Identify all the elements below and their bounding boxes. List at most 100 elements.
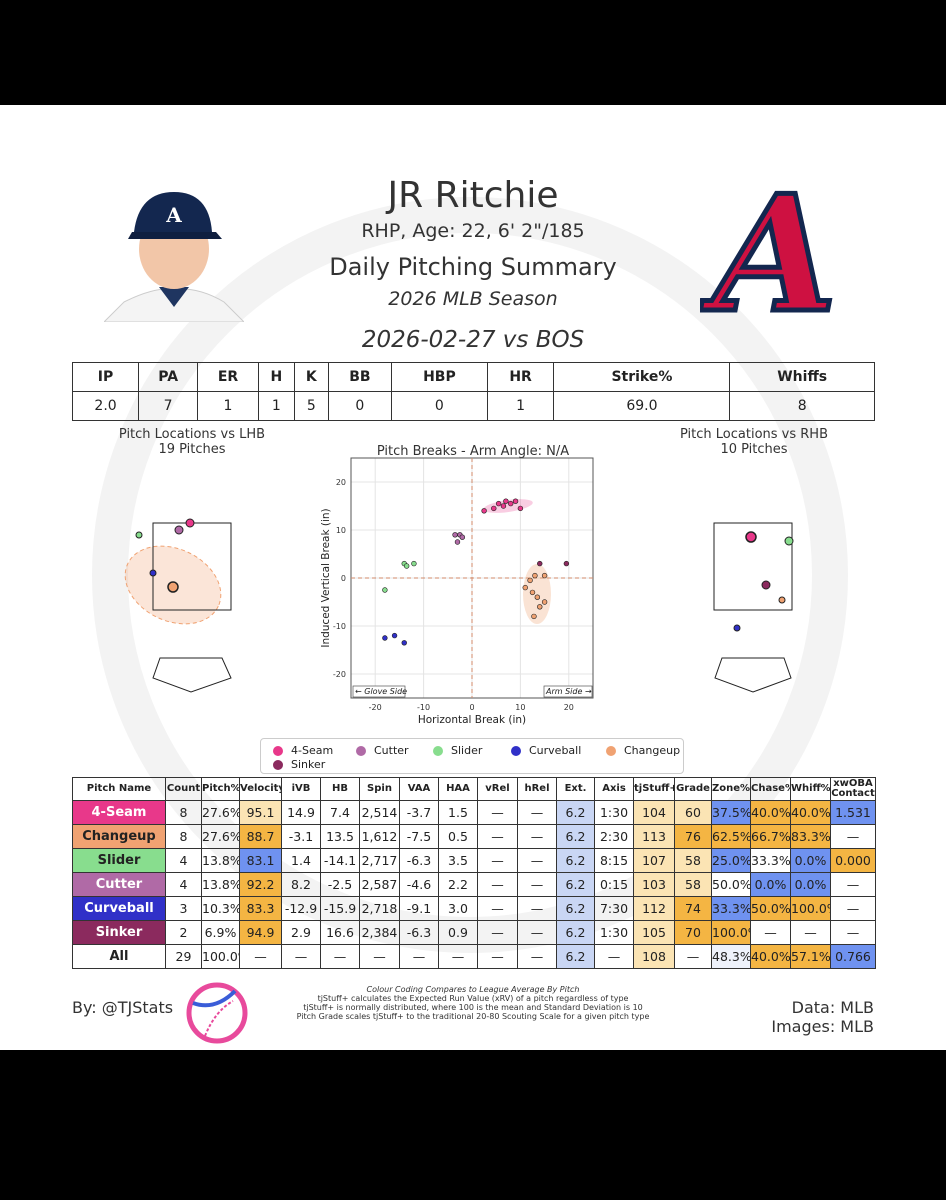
column-header: Whiff% [790, 777, 831, 801]
column-header: hRel [517, 777, 557, 801]
break-point-4-seam [512, 498, 519, 504]
pitch-name-cell: Curveball [72, 896, 166, 921]
x-tick-label: 10 [515, 703, 525, 712]
stat-header-pa: PA [138, 362, 199, 392]
cap-logo-letter: A [165, 203, 182, 227]
column-header: Spin [359, 777, 400, 801]
table-cell: 6.2 [556, 872, 595, 897]
game-title: 2026-02-27 vs BOS [361, 327, 585, 353]
table-cell: — [477, 920, 518, 945]
column-header: Axis [594, 777, 634, 801]
player-headshot: A [102, 187, 246, 323]
pitch-legend: 4-Seam Cutter Slider Curveball Changeup Sinke… [260, 738, 684, 774]
table-cell: 3.5 [438, 848, 478, 873]
column-header: tjStuff+ [633, 777, 675, 801]
table-cell: -15.9 [320, 896, 360, 921]
stat-header-whiffs: Whiffs [729, 362, 875, 392]
rhb-pitch-slider [784, 536, 794, 546]
legend-label-cutter: Cutter [374, 744, 409, 757]
break-point-cutter [454, 539, 461, 545]
table-cell: — [359, 944, 400, 969]
table-cell: — [517, 896, 557, 921]
table-cell: 1.5 [438, 800, 478, 825]
break-point-slider [411, 560, 417, 567]
glove-side-box [352, 685, 406, 698]
table-cell: 3 [165, 896, 202, 921]
column-header: HAA [438, 777, 478, 801]
y-tick-label: 0 [341, 574, 346, 583]
column-header: xwOBA Contact [830, 777, 876, 801]
table-cell: 7:30 [594, 896, 634, 921]
table-cell: 6.9% [201, 920, 240, 945]
table-cell: 62.5% [711, 824, 751, 849]
lhb-pitch-count: 19 Pitches [158, 442, 226, 457]
column-header: Pitch% [201, 777, 240, 801]
table-cell: 2,717 [359, 848, 400, 873]
pitch-breaks-chart: Pitch Breaks - Arm Angle: N/A -20 -10 0 10 2… [320, 444, 594, 726]
rhb-pitch-sinker [761, 580, 771, 590]
data-source: Data: MLB [791, 998, 874, 1017]
column-header: Chase% [750, 777, 791, 801]
table-cell: — [830, 896, 876, 921]
table-cell: 0.9 [438, 920, 478, 945]
table-cell: — [830, 872, 876, 897]
column-header: Ext. [556, 777, 595, 801]
legend-marker-slider [433, 746, 443, 756]
lhb-pitch-slider [135, 531, 143, 539]
break-point-changeup [541, 599, 548, 605]
table-cell: 40.0% [790, 800, 831, 825]
strike-zone [713, 522, 793, 611]
break-point-4-seam [503, 498, 509, 504]
table-cell: -2.5 [320, 872, 360, 897]
table-row: Sinker 2 6.9% 94.9 2.9 16.6 2,384 -6.3 0.9— —6.2 1… [72, 920, 876, 945]
table-cell: 6.2 [556, 920, 595, 945]
table-cell: 27.6% [201, 824, 240, 849]
break-point-changeup [527, 577, 533, 584]
x-tick-label: 0 [469, 703, 474, 712]
table-cell: 6.2 [556, 824, 595, 849]
pitch-name-cell: Cutter [72, 872, 166, 897]
table-cell: 88.7 [239, 824, 282, 849]
table-cell: 13.8% [201, 848, 240, 873]
table-cell: 104 [633, 800, 675, 825]
break-point-4-seam [495, 500, 502, 507]
stat-header-k: K [293, 362, 329, 392]
table-cell: — [517, 800, 557, 825]
table-cell: -9.1 [399, 896, 439, 921]
y-axis-label: Induced Vertical Break (in) [320, 508, 332, 647]
table-cell: 13.8% [201, 872, 240, 897]
table-cell: 1.531 [830, 800, 876, 825]
table-cell: -6.3 [399, 848, 439, 873]
tjstats-logo [186, 982, 248, 1044]
legend-marker-cutter [356, 746, 366, 756]
4seam-ellipse [483, 499, 533, 513]
table-cell: 1:30 [594, 920, 634, 945]
table-cell: 83.3 [239, 896, 282, 921]
table-cell: -3.1 [281, 824, 321, 849]
legend-marker-curveball [511, 746, 521, 756]
player-info: RHP, Age: 22, 6' 2"/185 [361, 220, 585, 242]
stat-header-ip: IP [71, 362, 140, 392]
stat-value-strike: 69.0 [553, 391, 731, 421]
lhb-pitch-cutter [174, 525, 184, 535]
break-point-changeup [541, 572, 548, 579]
stat-value-k: 5 [293, 391, 329, 421]
break-point-4-seam [517, 505, 524, 512]
table-cell: 2,514 [359, 800, 400, 825]
y-tick-label: -20 [333, 670, 346, 679]
table-cell: 50.0% [750, 896, 791, 921]
legend-label-sinker: Sinker [291, 758, 326, 771]
break-point-4-seam [500, 503, 507, 509]
column-header: Count [165, 777, 202, 801]
table-cell: 8 [165, 824, 202, 849]
table-cell: — [790, 920, 831, 945]
table-cell: 103 [633, 872, 675, 897]
table-cell: — [477, 872, 518, 897]
table-cell: 13.5 [320, 824, 360, 849]
stat-value-bb: 0 [327, 391, 393, 421]
table-cell: 70 [674, 920, 712, 945]
column-header: Pitch Name [72, 777, 166, 801]
table-cell: 95.1 [239, 800, 282, 825]
break-point-4-seam [491, 505, 497, 512]
stat-header-hr: HR [486, 362, 555, 392]
